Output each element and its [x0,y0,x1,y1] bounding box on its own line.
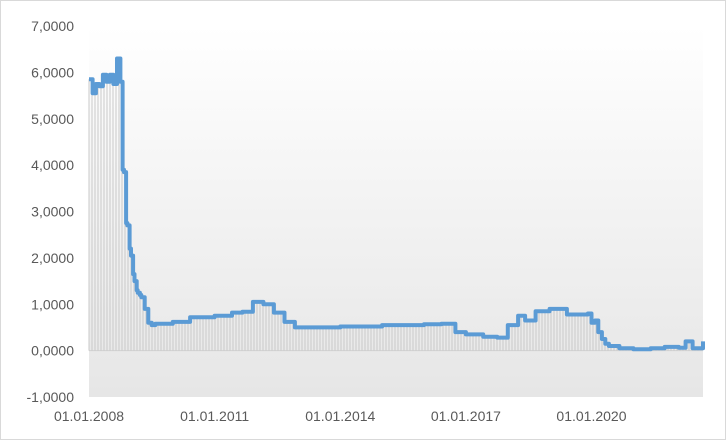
y-tick-label: 4,0000 [31,157,74,173]
y-tick-label: 1,0000 [31,296,74,312]
y-tick-label: 7,0000 [31,18,74,34]
x-tick-label: 01.01.2014 [305,408,375,424]
x-axis: 01.01.2008 01.01.2011 01.01.2014 01.01.2017… [54,408,627,424]
x-tick-label: 01.01.2020 [556,408,626,424]
y-tick-label: 6,0000 [31,64,74,80]
x-tick-label: 01.01.2011 [180,408,249,424]
y-axis: -1,0000 0,0000 1,0000 2,0000 3,0000 4,0000 5,0… [27,18,75,405]
x-tick-label: 01.01.2017 [431,408,501,424]
y-tick-label: -1,0000 [27,389,75,405]
series-line [89,56,705,352]
y-tick-label: 5,0000 [31,111,74,127]
y-tick-label: 3,0000 [31,204,74,220]
y-tick-label: 0,0000 [31,343,74,359]
plot-area [89,26,703,397]
x-tick-label: 01.01.2008 [54,408,124,424]
y-tick-label: 2,0000 [31,250,74,266]
